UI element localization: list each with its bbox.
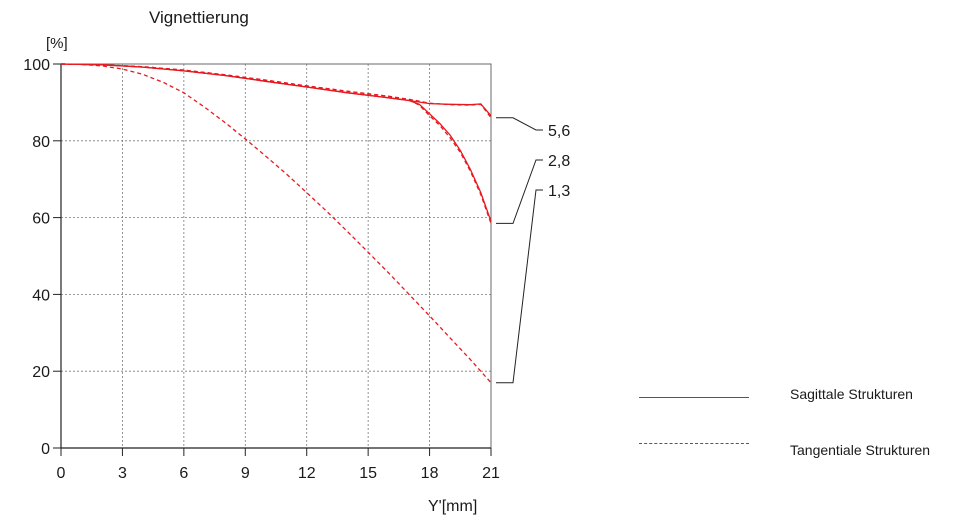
chart-title: Vignettierung: [149, 8, 249, 27]
x-tick-label: 3: [118, 465, 127, 482]
aperture-label: 2,8: [548, 153, 570, 170]
x-tick-label: 9: [241, 465, 250, 482]
series-line-1-3-dashed: [60, 63, 492, 384]
series-line-5-6-dashed: [60, 63, 492, 119]
series-line-2-8-solid: [60, 63, 492, 222]
series-line-2-8-dashed: [60, 63, 492, 224]
x-tick-label: 0: [57, 465, 66, 482]
y-axis-unit-label: [%]: [46, 35, 68, 52]
legend-solid-line: [639, 397, 749, 398]
x-tick-label: 18: [421, 465, 439, 482]
series-line-5-6-solid: [60, 63, 492, 117]
plot-frame: [60, 63, 492, 449]
y-tick-label: 20: [32, 364, 50, 381]
legend-sagittal-label: Sagittale Strukturen: [790, 386, 913, 402]
y-tick-label: 80: [32, 134, 50, 151]
y-tick-label: 0: [41, 441, 50, 458]
y-tick-label: 60: [32, 211, 50, 228]
x-tick-label: 21: [482, 465, 500, 482]
annotation-leader: [496, 117, 543, 131]
aperture-label: 5,6: [548, 123, 570, 140]
annotation-leader: [496, 159, 543, 224]
aperture-label: 1,3: [548, 183, 570, 200]
legend-tangential-label: Tangentiale Strukturen: [790, 442, 931, 458]
y-tick-label: 40: [32, 287, 50, 304]
annotation-leader: [496, 189, 543, 384]
legend-dashed-line: [639, 443, 749, 444]
x-axis-label: Y'[mm]: [428, 498, 478, 515]
x-tick-label: 6: [179, 465, 188, 482]
y-tick-label: 100: [23, 57, 50, 74]
x-tick-label: 12: [298, 465, 316, 482]
x-tick-label: 15: [359, 465, 377, 482]
